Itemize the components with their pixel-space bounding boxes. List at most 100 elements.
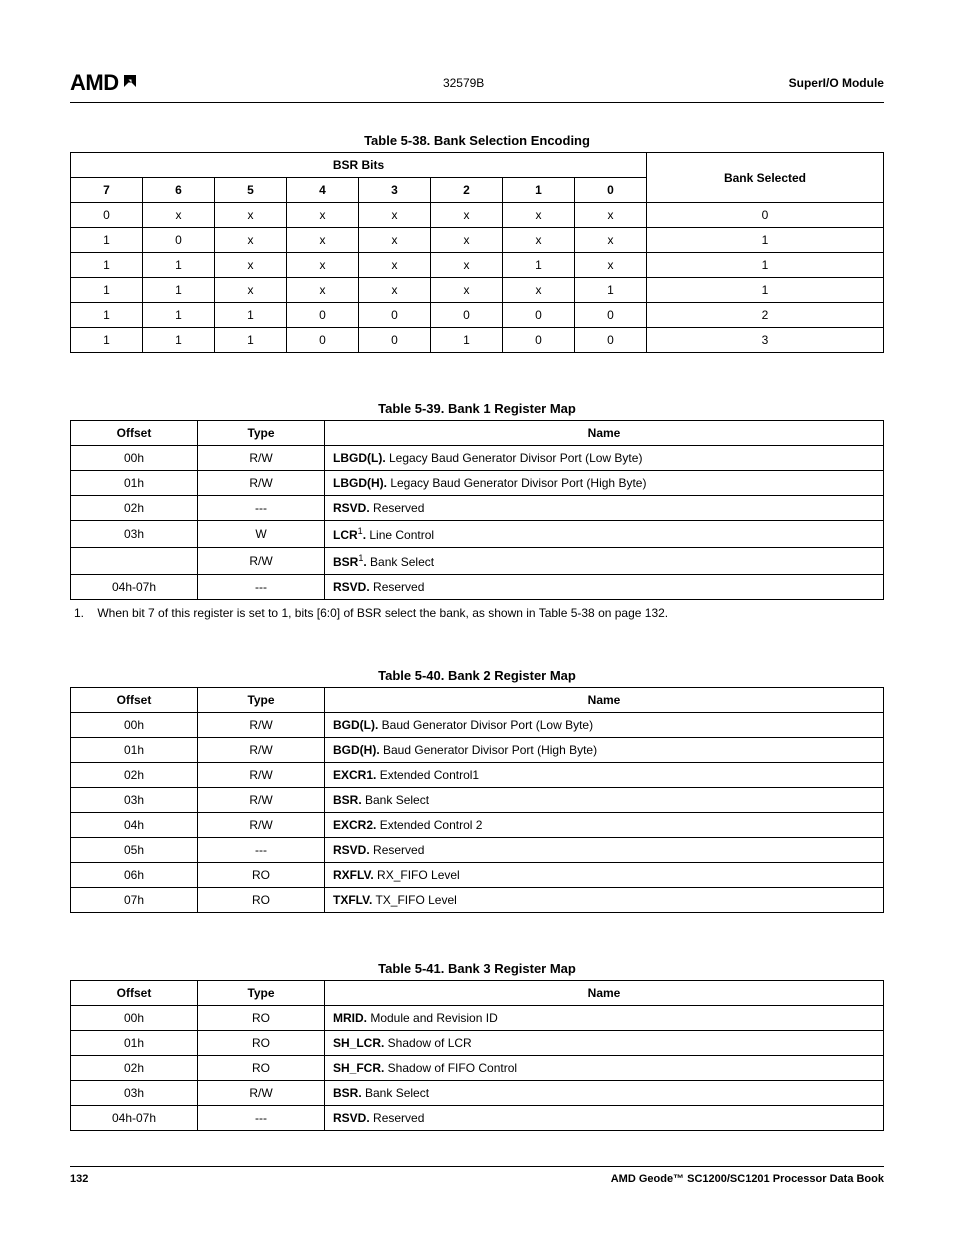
name-cell: RXFLV. RX_FIFO Level — [325, 863, 884, 888]
page-number: 132 — [70, 1173, 88, 1185]
table-cell: x — [287, 278, 359, 303]
bank-cell: 0 — [647, 203, 884, 228]
reg-name: SH_LCR. — [333, 1036, 384, 1050]
table-row: 03hR/WBSR. Bank Select — [71, 1081, 884, 1106]
reg-name: EXCR1. — [333, 768, 376, 782]
table-row: 05h---RSVD. Reserved — [71, 838, 884, 863]
type-cell: --- — [198, 575, 325, 600]
table-row: 01hR/WBGD(H). Baud Generator Divisor Por… — [71, 738, 884, 763]
reg-desc: Shadow of FIFO Control — [384, 1061, 517, 1075]
reg-name: BSR. — [333, 1086, 362, 1100]
page-container: AMD 32579B SuperI/O Module Table 5-38. B… — [0, 0, 954, 1235]
name-cell: RSVD. Reserved — [325, 838, 884, 863]
type-cell: RO — [198, 1031, 325, 1056]
offset-cell: 06h — [71, 863, 198, 888]
offset-cell: 02h — [71, 1056, 198, 1081]
name-cell: BSR. Bank Select — [325, 788, 884, 813]
table-cell: 1 — [215, 328, 287, 353]
table-cell: 1 — [71, 303, 143, 328]
page-header: AMD 32579B SuperI/O Module — [70, 70, 884, 103]
reg-name: LBGD(H). — [333, 476, 387, 490]
table-cell: x — [287, 203, 359, 228]
doc-number: 32579B — [443, 76, 484, 90]
type-cell: W — [198, 521, 325, 548]
doc-title: SuperI/O Module — [789, 76, 884, 90]
table-cell: 1 — [143, 253, 215, 278]
table-cell: 1 — [503, 253, 575, 278]
name-cell: LCR1. Line Control — [325, 521, 884, 548]
reg-desc: Bank Select — [362, 793, 429, 807]
type-header: Type — [198, 981, 325, 1006]
reg-desc: Extended Control1 — [376, 768, 479, 782]
reg-name: RSVD. — [333, 843, 370, 857]
table-cell: x — [287, 253, 359, 278]
table38-bank-header: Bank Selected — [647, 153, 884, 203]
offset-cell: 07h — [71, 888, 198, 913]
reg-desc: Bank Select — [367, 555, 434, 569]
table-cell: x — [431, 278, 503, 303]
page-footer: 132 AMD Geode™ SC1200/SC1201 Processor D… — [70, 1166, 884, 1185]
name-cell: BSR. Bank Select — [325, 1081, 884, 1106]
table-row: 03hWLCR1. Line Control — [71, 521, 884, 548]
table-cell: x — [503, 228, 575, 253]
reg-name: SH_FCR. — [333, 1061, 384, 1075]
table-row: 11xxxx1x1 — [71, 253, 884, 278]
type-header: Type — [198, 688, 325, 713]
name-cell: BSR1. Bank Select — [325, 548, 884, 575]
type-cell: RO — [198, 1006, 325, 1031]
table-cell: x — [215, 253, 287, 278]
reg-name: MRID. — [333, 1011, 367, 1025]
table-cell: 0 — [287, 328, 359, 353]
name-header: Name — [325, 981, 884, 1006]
table38-bit-header: 2 — [431, 178, 503, 203]
table-cell: 0 — [143, 228, 215, 253]
table38-bit-header: 3 — [359, 178, 431, 203]
bank-cell: 3 — [647, 328, 884, 353]
offset-cell: 01h — [71, 1031, 198, 1056]
table38-bit-header: 4 — [287, 178, 359, 203]
table40-caption: Table 5-40. Bank 2 Register Map — [70, 668, 884, 683]
table-cell: x — [287, 228, 359, 253]
name-cell: EXCR2. Extended Control 2 — [325, 813, 884, 838]
reg-name: RSVD. — [333, 1111, 370, 1125]
reg-name: LCR — [333, 528, 358, 542]
type-cell: RO — [198, 1056, 325, 1081]
amd-arrow-icon — [121, 70, 139, 96]
table-cell: 1 — [143, 303, 215, 328]
offset-cell: 04h-07h — [71, 1106, 198, 1131]
table-cell: 0 — [503, 328, 575, 353]
reg-desc: Reserved — [370, 580, 425, 594]
name-cell: RSVD. Reserved — [325, 496, 884, 521]
table-cell: 0 — [287, 303, 359, 328]
table-row: 01hR/WLBGD(H). Legacy Baud Generator Div… — [71, 471, 884, 496]
table-cell: x — [575, 203, 647, 228]
book-title: AMD Geode™ SC1200/SC1201 Processor Data … — [611, 1173, 884, 1185]
offset-cell: 00h — [71, 446, 198, 471]
table-cell: x — [431, 203, 503, 228]
offset-cell — [71, 548, 198, 575]
table38-header-row1: BSR Bits Bank Selected — [71, 153, 884, 178]
logo-text: AMD — [70, 70, 119, 96]
table39-caption: Table 5-39. Bank 1 Register Map — [70, 401, 884, 416]
table-row: 07hROTXFLV. TX_FIFO Level — [71, 888, 884, 913]
table-row: 04h-07h---RSVD. Reserved — [71, 575, 884, 600]
table-row: 04hR/WEXCR2. Extended Control 2 — [71, 813, 884, 838]
table-cell: 0 — [575, 303, 647, 328]
type-cell: RO — [198, 888, 325, 913]
table-cell: 0 — [575, 328, 647, 353]
table38-bit-header: 7 — [71, 178, 143, 203]
table-cell: 1 — [215, 303, 287, 328]
name-cell: SH_LCR. Shadow of LCR — [325, 1031, 884, 1056]
table-row: 01hROSH_LCR. Shadow of LCR — [71, 1031, 884, 1056]
table-row: 111001003 — [71, 328, 884, 353]
table-row: 11xxxxx11 — [71, 278, 884, 303]
table-cell: 1 — [71, 228, 143, 253]
reg-desc: Baud Generator Divisor Port (Low Byte) — [378, 718, 593, 732]
table-row: 06hRORXFLV. RX_FIFO Level — [71, 863, 884, 888]
name-cell: BGD(L). Baud Generator Divisor Port (Low… — [325, 713, 884, 738]
name-cell: TXFLV. TX_FIFO Level — [325, 888, 884, 913]
table-cell: 1 — [71, 278, 143, 303]
table38-caption: Table 5-38. Bank Selection Encoding — [70, 133, 884, 148]
table-cell: 0 — [359, 303, 431, 328]
reg-desc: Reserved — [370, 501, 425, 515]
